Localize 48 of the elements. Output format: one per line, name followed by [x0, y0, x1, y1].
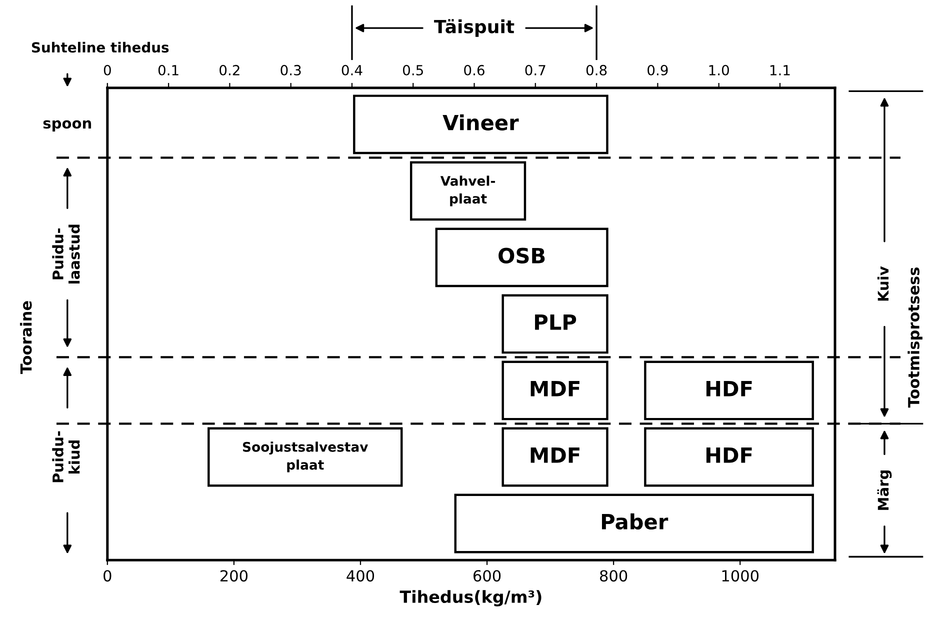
bar: [454, 494, 814, 554]
data-label: HDF: [706, 448, 752, 463]
x-tick-label: 200: [220, 570, 248, 582]
data-label: Vineer: [442, 114, 519, 130]
text: Tootmisprotsess: [908, 268, 922, 408]
data-label: PLP: [535, 314, 576, 330]
x-axis-title: Tihedus(kg/m³): [400, 590, 542, 606]
x2-tick-label: 0.6: [464, 64, 484, 76]
data-label: Paber: [602, 513, 668, 530]
x2-tick-label: 0.2: [220, 64, 240, 76]
x-tick-label: 400: [346, 570, 374, 582]
x2-tick-label: 0: [104, 64, 111, 76]
x2-tick-label: 0.7: [525, 64, 546, 76]
text: Puidu- kiud: [52, 431, 80, 482]
bar: [410, 161, 526, 221]
text: Kuiv: [877, 266, 889, 301]
data-label: OSB: [498, 248, 545, 264]
data-label: HDF: [706, 381, 752, 396]
text: Täispuit: [434, 19, 514, 37]
x2-tick-label: 0.3: [280, 64, 301, 76]
bar: [644, 427, 814, 487]
bar: [644, 360, 814, 420]
data-label: MDF: [530, 448, 580, 463]
text: Tooraine: [20, 301, 32, 374]
bar: [435, 228, 608, 288]
data-label: Soojustsalvestav plaat: [242, 442, 368, 472]
x2-tick-label: 0.4: [342, 64, 362, 76]
x2-axis-title: Suhteline tihedus: [32, 42, 169, 53]
x-tick-label: 600: [474, 570, 501, 582]
bar: [502, 360, 608, 420]
x2-tick-label: 0.9: [648, 64, 668, 76]
x-tick-label: 0: [104, 570, 112, 582]
x2-tick-label: 0.1: [158, 64, 178, 76]
text: Märg: [877, 470, 892, 510]
data-label: MDF: [530, 381, 580, 396]
x-tick-label: 800: [600, 570, 628, 582]
x2-tick-label: 0.5: [402, 64, 423, 76]
bar: [353, 94, 608, 154]
text: spoon: [43, 120, 92, 132]
bar: [502, 427, 608, 487]
bar: [502, 294, 608, 354]
data-label: Vahvel- plaat: [440, 176, 495, 206]
text: Puidu- laastud: [52, 224, 80, 284]
x2-tick-label: 0.8: [586, 64, 607, 76]
x2-tick-label: 1.1: [770, 65, 790, 76]
x-tick-label: 1000: [722, 570, 759, 582]
x2-tick-label: 1.0: [709, 64, 729, 76]
bar: [208, 427, 403, 487]
